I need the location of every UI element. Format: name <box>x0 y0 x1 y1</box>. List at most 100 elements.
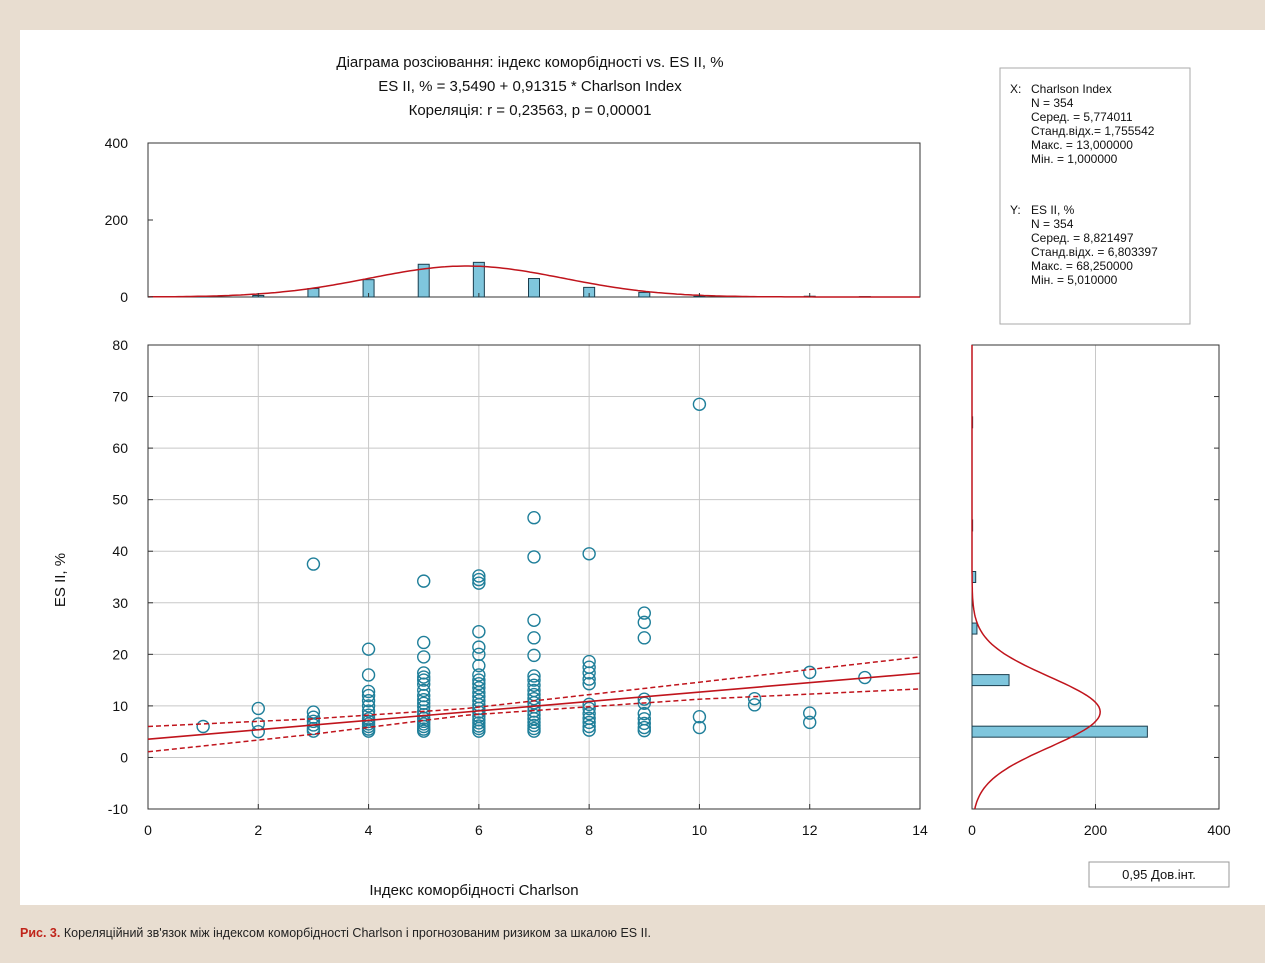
x-tick-label: 12 <box>802 822 818 838</box>
data-point <box>472 640 486 654</box>
y-tick-label: 40 <box>112 543 128 559</box>
stats-x-line: Мін. = 1,000000 <box>1031 152 1118 166</box>
y-hist-tick-label: 400 <box>1207 822 1231 838</box>
x-tick-label: 8 <box>585 822 593 838</box>
data-point <box>803 665 817 680</box>
data-point <box>361 684 376 699</box>
data-point <box>361 642 376 656</box>
data-point <box>637 606 651 620</box>
x-hist-tick-label: 200 <box>105 212 129 228</box>
caption-text: Кореляційний зв'язок між індексом коморб… <box>63 926 652 940</box>
caption-label: Рис. 3. <box>20 926 61 940</box>
stats-x-line: Серед. = 5,774011 <box>1031 110 1133 124</box>
data-point <box>361 688 376 703</box>
data-point <box>637 716 651 731</box>
data-point <box>582 677 596 691</box>
x-tick-label: 6 <box>475 822 483 838</box>
confidence-legend-label: 0,95 Дов.інт. <box>1122 867 1196 882</box>
data-point <box>527 648 541 663</box>
data-point <box>637 706 651 721</box>
x-tick-label: 14 <box>912 822 928 838</box>
title-line-2: ES II, % = 3,5490 + 0,91315 * Charlson I… <box>378 78 682 95</box>
x-histogram-bar <box>638 291 651 298</box>
confidence-legend-frame <box>1088 861 1230 888</box>
data-point <box>472 569 486 583</box>
stats-x-line: Макс. = 13,000000 <box>1031 138 1133 152</box>
x-histogram-bar <box>528 278 540 298</box>
statistics-box: X: Charlson Index N = 354 Серед. = 5,774… <box>999 67 1191 325</box>
data-point <box>637 615 651 630</box>
x-normal-curve <box>147 265 920 298</box>
data-point <box>361 699 376 713</box>
data-point <box>361 724 376 738</box>
data-point <box>582 723 596 737</box>
x-hist-tick-label: 0 <box>120 289 128 305</box>
data-point <box>637 692 651 706</box>
title-line-1: Діаграма розсіювання: індекс коморбіднос… <box>336 54 723 71</box>
data-point <box>251 724 265 739</box>
data-point <box>417 683 431 698</box>
data-point <box>361 704 376 718</box>
y-tick-label: 70 <box>112 389 128 405</box>
stats-x-name: Charlson Index <box>1031 82 1112 96</box>
data-point <box>527 550 541 564</box>
stats-x-line: N = 354 <box>1031 96 1074 110</box>
data-point <box>472 716 486 730</box>
x-histogram-bar <box>472 261 485 298</box>
stats-y-line: Мін. = 5,010000 <box>1031 273 1118 287</box>
data-point <box>361 694 376 708</box>
data-point <box>582 719 596 734</box>
y-histogram: 0 200 400 <box>968 344 1231 838</box>
x-axis-label: Індекс коморбідності Charlson <box>369 882 578 899</box>
x-histogram-bar <box>417 263 430 298</box>
figure-caption: Рис. 3. Кореляційний зв'язок між індексо… <box>20 926 651 940</box>
data-point <box>582 666 596 680</box>
figure-panel: Діаграма розсіювання: індекс коморбіднос… <box>20 30 1265 905</box>
data-point <box>527 631 541 645</box>
data-point <box>417 673 431 687</box>
data-point <box>637 723 651 738</box>
y-hist-tick-label: 0 <box>968 822 976 838</box>
statistics-box-frame <box>999 67 1191 325</box>
data-point <box>417 574 431 588</box>
data-point <box>527 511 541 525</box>
chart-title: Діаграма розсіювання: індекс коморбіднос… <box>336 54 723 119</box>
data-point <box>306 557 321 571</box>
data-point <box>582 715 596 730</box>
data-point <box>472 677 486 691</box>
x-tick-label: 0 <box>144 822 152 838</box>
data-point <box>582 706 596 721</box>
x-tick-label: 10 <box>692 822 708 838</box>
data-point <box>637 720 651 735</box>
title-line-3: Кореляція: r = 0,23563, p = 0,00001 <box>409 102 652 119</box>
y-histogram-bar <box>971 725 1148 738</box>
data-point <box>251 701 265 716</box>
stats-x-line: Станд.відх.= 1,755542 <box>1031 124 1155 138</box>
data-point <box>803 706 817 720</box>
stats-y-name: ES II, % <box>1031 203 1075 217</box>
scatter-plot-frame <box>147 344 921 810</box>
confidence-upper-line <box>147 656 921 728</box>
data-point <box>472 572 486 587</box>
data-point <box>417 670 431 684</box>
x-tick-label: 4 <box>365 822 373 838</box>
data-point <box>472 681 486 695</box>
stats-y-line: N = 354 <box>1031 217 1074 231</box>
confidence-lower-line <box>147 688 921 753</box>
data-point <box>472 658 486 673</box>
data-point <box>637 631 651 645</box>
data-point <box>527 715 541 730</box>
data-point <box>747 691 762 706</box>
x-histogram-bar <box>307 288 320 298</box>
regression-line <box>147 672 921 740</box>
data-point <box>196 719 210 734</box>
data-point <box>361 668 376 682</box>
y-axis-label: ES II, % <box>52 553 69 607</box>
data-point <box>692 720 707 735</box>
data-point <box>527 718 541 733</box>
data-point <box>582 701 596 716</box>
data-point <box>803 715 817 730</box>
y-tick-label: 50 <box>112 492 128 508</box>
data-point <box>472 576 486 590</box>
scatter-figure: Діаграма розсіювання: індекс коморбіднос… <box>52 54 1231 899</box>
